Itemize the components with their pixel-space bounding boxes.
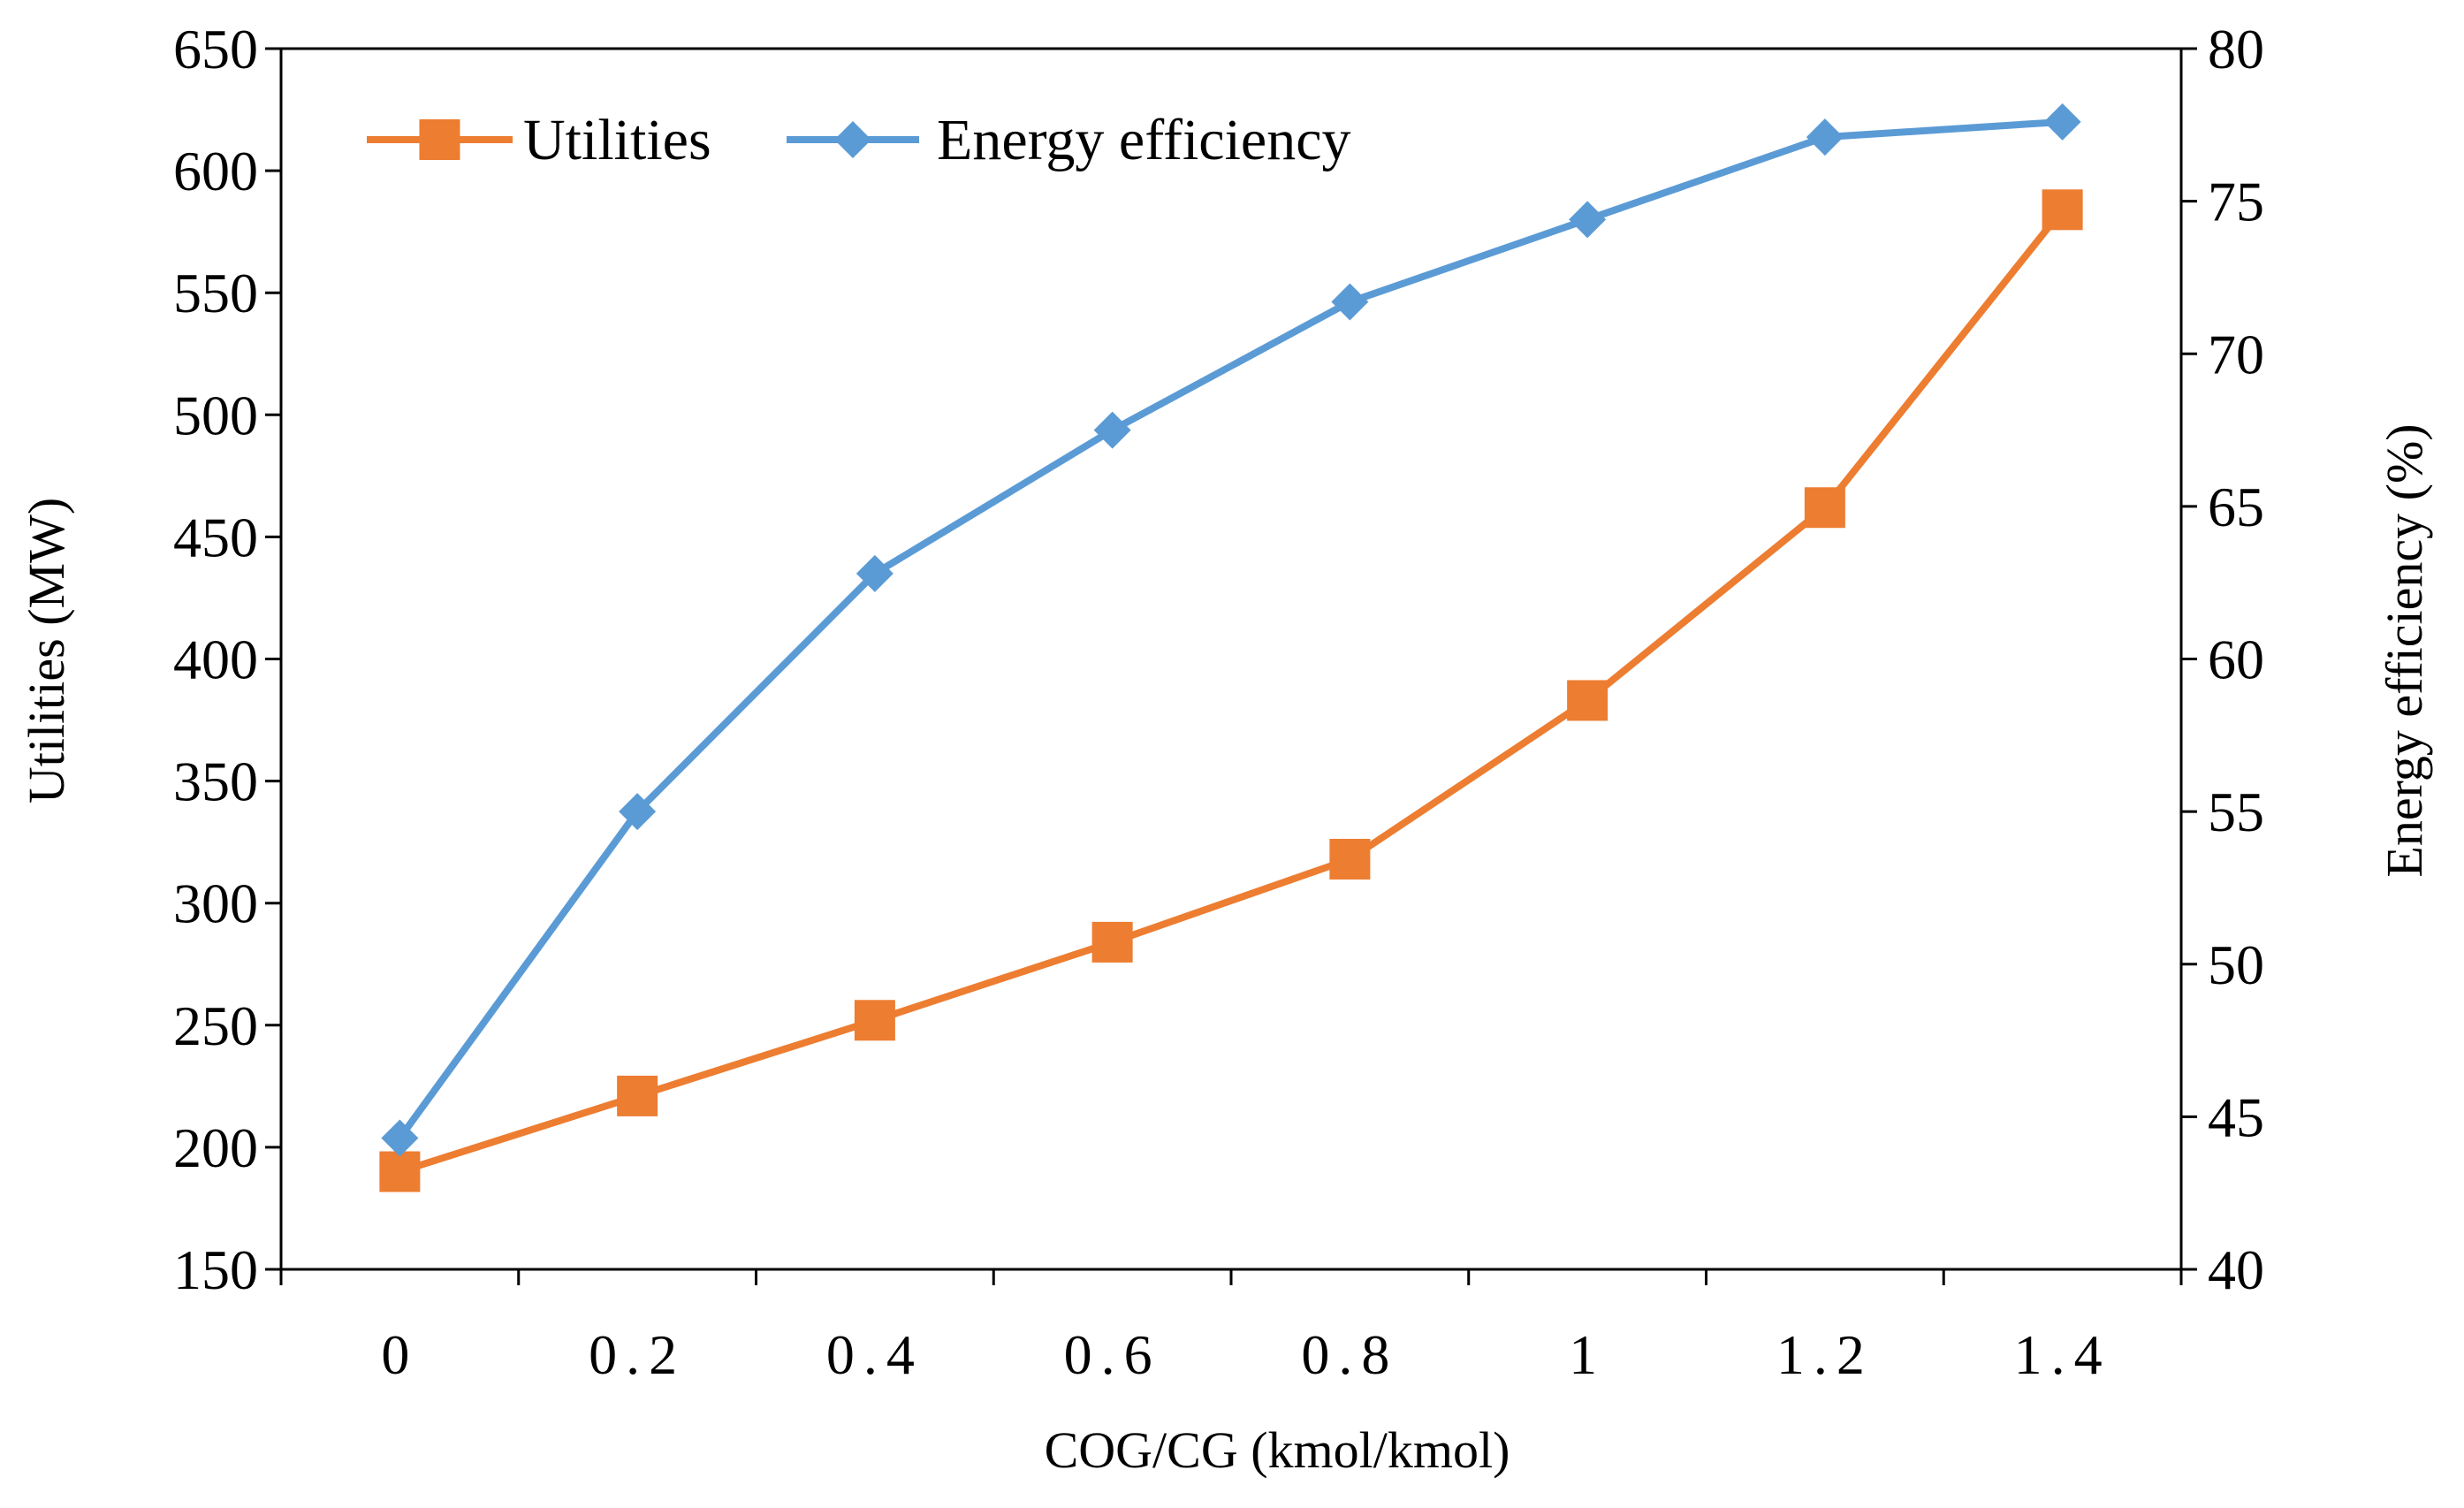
x-tick-label: 1 <box>1569 1323 1606 1386</box>
point-energy-efficiency <box>856 554 894 592</box>
point-energy-efficiency <box>619 793 657 831</box>
series-energy-efficiency <box>381 103 2081 1157</box>
y-tick-label: 350 <box>173 750 258 813</box>
point-utilities <box>379 1151 421 1192</box>
legend-item-energy-efficiency: Energy efficiency <box>787 108 1351 172</box>
y-tick-label: 450 <box>173 506 258 568</box>
y-tick-label: 650 <box>173 18 258 80</box>
y2-tick-label: 80 <box>2208 18 2264 80</box>
point-utilities <box>854 1000 895 1041</box>
x-tick-label: 0.8 <box>1301 1323 1398 1386</box>
y-tick-label: 200 <box>173 1116 258 1179</box>
y2-axis-title: Energy efficiency (%) <box>2376 423 2433 877</box>
series-utilities <box>379 189 2083 1192</box>
x-tick-label: 1.2 <box>1776 1323 1874 1386</box>
y2-tick-label: 75 <box>2208 171 2264 233</box>
point-utilities <box>2042 189 2083 231</box>
y-tick-label: 400 <box>173 628 258 691</box>
y2-tick-label: 70 <box>2208 323 2264 385</box>
left-axis: 150 200 250 300 350 400 450 500 550 600 650 <box>173 18 281 1301</box>
point-utilities <box>1567 680 1608 721</box>
y2-tick-label: 40 <box>2208 1238 2264 1301</box>
legend-item-utilities: Utilities <box>367 108 711 172</box>
series-line-utilities <box>399 207 2065 1176</box>
point-energy-efficiency <box>1093 411 1131 449</box>
legend-label-energy-efficiency: Energy efficiency <box>937 108 1351 172</box>
x-axis-title: COG/CG (kmol/kmol) <box>1045 1421 1510 1479</box>
y-tick-label: 250 <box>173 994 258 1057</box>
y2-tick-label: 50 <box>2208 933 2264 996</box>
y2-tick-label: 45 <box>2208 1085 2264 1148</box>
x-tick-label: 0 <box>381 1323 418 1386</box>
x-tick-label: 1.4 <box>2014 1323 2111 1386</box>
point-energy-efficiency <box>381 1119 419 1157</box>
y2-tick-label: 65 <box>2208 476 2264 538</box>
y-axis-title: Utilities (MW) <box>18 498 75 804</box>
point-utilities <box>1091 921 1133 963</box>
y-tick-label: 500 <box>173 384 258 446</box>
point-utilities <box>1804 487 1845 529</box>
point-energy-efficiency <box>1806 118 1844 156</box>
x-tick-label: 0.4 <box>826 1323 924 1386</box>
x-axis: 0 0.2 0.4 0.6 0.8 1 1.2 1.4 <box>279 1269 2183 1386</box>
legend: Utilities Energy efficiency <box>367 108 1351 172</box>
y-tick-label: 300 <box>173 872 258 935</box>
point-utilities <box>617 1075 658 1116</box>
point-utilities <box>1329 838 1371 880</box>
series-line-energy-efficiency <box>397 118 2063 1140</box>
y-tick-label: 150 <box>173 1238 258 1301</box>
series-layer <box>379 103 2083 1192</box>
point-energy-efficiency <box>2043 103 2081 141</box>
y2-tick-label: 60 <box>2208 628 2264 691</box>
legend-marker-utilities <box>419 119 460 160</box>
right-axis: 40 45 50 55 60 65 70 75 80 <box>2181 18 2264 1301</box>
y2-tick-label: 55 <box>2208 781 2264 843</box>
x-tick-label: 0.2 <box>589 1323 686 1386</box>
legend-marker-energy-efficiency <box>834 121 871 158</box>
legend-label-utilities: Utilities <box>523 108 711 172</box>
x-tick-label: 0.6 <box>1064 1323 1161 1386</box>
y-tick-label: 550 <box>173 262 258 324</box>
point-energy-efficiency <box>1331 283 1369 321</box>
point-energy-efficiency <box>1569 201 1607 239</box>
y-tick-label: 600 <box>173 140 258 202</box>
